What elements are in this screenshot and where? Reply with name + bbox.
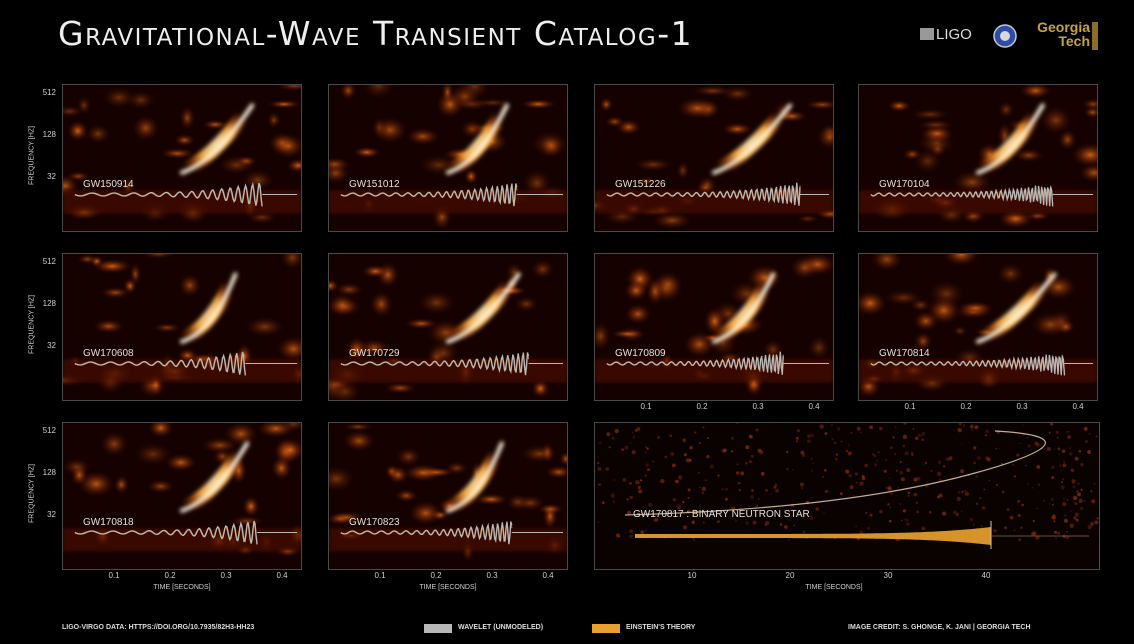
event-label: GW170729 <box>349 348 400 359</box>
time-tick: 0.3 <box>486 571 498 580</box>
time-tick: 0.1 <box>108 571 120 580</box>
time-axis-label: TIME [SECONDS] <box>153 584 211 591</box>
event-label: GW150914 <box>83 179 134 190</box>
event-panel: GW151012 <box>328 84 568 232</box>
georgia-tech-logo: Georgia Tech <box>1032 20 1090 48</box>
time-tick: 0.1 <box>374 571 386 580</box>
time-tick: 30 <box>883 571 893 580</box>
spectrogram <box>859 254 1097 398</box>
frequency-tick: 32 <box>47 510 56 519</box>
time-tick: 0.2 <box>696 402 708 411</box>
frequency-tick: 32 <box>47 341 56 350</box>
ligo-logo: LIGO <box>920 26 972 43</box>
theory-swatch <box>592 624 620 633</box>
event-label: GW170809 <box>615 348 666 359</box>
spectrogram <box>329 85 567 230</box>
time-tick: 0.4 <box>276 571 288 580</box>
time-tick: 0.2 <box>164 571 176 580</box>
event-panel: GW170818 <box>62 422 302 570</box>
page-title: Gravitational-Wave Transient Catalog-1 <box>58 14 694 53</box>
time-tick: 0.1 <box>640 402 652 411</box>
logos: LIGO Georgia Tech <box>920 20 1110 60</box>
ligo-mark-icon <box>920 28 934 40</box>
spectrogram <box>63 254 301 398</box>
image-credit: IMAGE CREDIT: S. GHONGE, K. JANI | GEORG… <box>848 624 1031 631</box>
event-panel: GW170729 <box>328 253 568 401</box>
frequency-axis-label: FREQUENCY [HZ] <box>28 295 36 354</box>
spectrogram <box>329 423 567 563</box>
event-label: GW151226 <box>615 179 666 190</box>
spectrogram <box>595 85 833 229</box>
time-tick: 0.4 <box>542 571 554 580</box>
tech-tower-icon <box>1092 22 1098 50</box>
time-tick: 0.4 <box>808 402 820 411</box>
nsf-seal-icon <box>993 24 1017 48</box>
event-label: GW170104 <box>879 179 930 190</box>
time-tick: 20 <box>785 571 795 580</box>
event-panel: GW150914 <box>62 84 302 232</box>
spectrogram <box>595 254 833 397</box>
spectrogram <box>329 259 567 400</box>
frequency-tick: 128 <box>42 130 56 139</box>
event-panel: GW170823 <box>328 422 568 570</box>
event-label: GW170818 <box>83 517 134 528</box>
frequency-tick: 128 <box>42 468 56 477</box>
frequency-axis-label: FREQUENCY [HZ] <box>28 126 36 185</box>
frequency-tick: 512 <box>42 426 56 435</box>
time-tick: 40 <box>981 571 991 580</box>
event-panel: GW170814 <box>858 253 1098 401</box>
time-axis-label: TIME [SECONDS] <box>805 584 863 591</box>
wavelet-swatch <box>424 624 452 633</box>
event-panel: GW170104 <box>858 84 1098 232</box>
event-label: GW170814 <box>879 348 930 359</box>
legend-theory: EINSTEIN'S THEORY <box>626 624 696 631</box>
time-tick: 10 <box>687 571 697 580</box>
data-source: LIGO-VIRGO DATA: HTTPS://DOI.ORG/10.7935… <box>62 624 255 631</box>
frequency-tick: 512 <box>42 257 56 266</box>
gt-logo-line-2: Tech <box>1058 33 1090 49</box>
frequency-tick: 32 <box>47 172 56 181</box>
time-tick: 0.2 <box>960 402 972 411</box>
time-tick: 0.2 <box>430 571 442 580</box>
legend-wavelet: WAVELET (UNMODELED) <box>458 624 544 631</box>
event-panel: GW151226 <box>594 84 834 232</box>
event-label: GW151012 <box>349 179 400 190</box>
frequency-tick: 128 <box>42 299 56 308</box>
event-panel-bns: GW170817 : BINARY NEUTRON STAR <box>594 422 1100 570</box>
time-tick: 0.3 <box>752 402 764 411</box>
spectrogram <box>859 85 1097 229</box>
event-label: GW170608 <box>83 348 134 359</box>
event-panel: GW170809 <box>594 253 834 401</box>
time-tick: 0.3 <box>1016 402 1028 411</box>
frequency-tick: 512 <box>42 88 56 97</box>
spectrogram-bns <box>596 423 1099 549</box>
frequency-axis-label: FREQUENCY [HZ] <box>28 464 36 523</box>
event-label: GW170817 : BINARY NEUTRON STAR <box>633 509 810 520</box>
time-tick: 0.4 <box>1072 402 1084 411</box>
time-tick: 0.3 <box>220 571 232 580</box>
time-tick: 0.1 <box>904 402 916 411</box>
ligo-logo-text: LIGO <box>936 26 972 43</box>
gt-logo-line-1: Georgia <box>1037 19 1090 35</box>
spectrogram <box>63 423 301 557</box>
spectrogram <box>63 85 301 224</box>
time-axis-label: TIME [SECONDS] <box>419 584 477 591</box>
event-label: GW170823 <box>349 517 400 528</box>
event-panel: GW170608 <box>62 253 302 401</box>
